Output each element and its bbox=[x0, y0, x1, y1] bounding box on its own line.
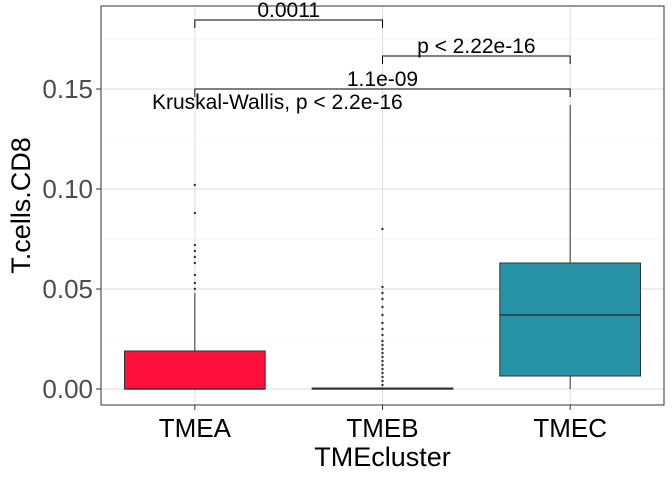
y-tick-label: 0.10 bbox=[42, 174, 93, 204]
outlier-point bbox=[381, 227, 384, 231]
outlier-point bbox=[193, 281, 197, 285]
outlier-point bbox=[381, 339, 384, 343]
outlier-point bbox=[381, 379, 384, 383]
outlier-point bbox=[381, 343, 384, 347]
bracket-label: 1.1e-09 bbox=[347, 68, 418, 91]
bracket-line bbox=[382, 55, 571, 64]
bracket-label: p < 2.22e-16 bbox=[417, 35, 536, 58]
kruskal-wallis-label: Kruskal-Wallis, p < 2.2e-16 bbox=[152, 91, 403, 114]
box-tmec bbox=[499, 105, 642, 389]
outlier-point bbox=[193, 287, 197, 291]
outlier-point bbox=[381, 355, 384, 359]
outlier-point bbox=[193, 183, 197, 187]
outlier-point bbox=[193, 243, 197, 247]
y-axis-ticks: 0.00 0.05 0.10 0.15 bbox=[42, 74, 101, 404]
bracket-label: 0.0011 bbox=[257, 0, 320, 22]
outlier-point bbox=[193, 249, 197, 253]
outlier-point bbox=[193, 261, 197, 265]
outlier-point bbox=[381, 285, 384, 289]
outlier-point bbox=[381, 347, 384, 351]
outlier-point bbox=[381, 333, 384, 337]
outlier-point bbox=[381, 297, 384, 301]
box-body bbox=[499, 262, 642, 377]
y-axis-title: T.cells.CD8 bbox=[6, 137, 36, 274]
x-axis-ticks: TMEA TMEB TMEC bbox=[159, 405, 607, 443]
outlier-point bbox=[381, 351, 384, 355]
y-tick-label: 0.05 bbox=[42, 274, 93, 304]
outlier-point bbox=[381, 363, 384, 367]
outlier-point bbox=[193, 273, 197, 277]
box-tmeb bbox=[311, 227, 454, 390]
x-tick-label: TMEB bbox=[346, 413, 418, 443]
x-axis-title: TMEcluster bbox=[314, 442, 451, 472]
outlier-point bbox=[381, 367, 384, 371]
outlier-point bbox=[193, 211, 197, 215]
bracket-tmea-tmec: 1.1e-09 bbox=[194, 68, 571, 97]
outlier-point bbox=[381, 305, 384, 309]
y-tick-label: 0.00 bbox=[42, 374, 93, 404]
x-tick-label: TMEC bbox=[533, 413, 607, 443]
x-tick-label: TMEA bbox=[159, 413, 232, 443]
outlier-point bbox=[381, 291, 384, 295]
outlier-point bbox=[381, 383, 384, 387]
boxes bbox=[123, 105, 642, 390]
bracket-line bbox=[194, 19, 383, 28]
outlier-point bbox=[381, 313, 384, 317]
bracket-tmeb-tmec: p < 2.22e-16 bbox=[382, 35, 571, 64]
y-tick-label: 0.15 bbox=[42, 74, 93, 104]
outlier-point bbox=[381, 359, 384, 363]
outlier-point bbox=[381, 327, 384, 331]
outlier-point bbox=[381, 371, 384, 375]
outlier-point bbox=[381, 321, 384, 325]
outlier-point bbox=[193, 255, 197, 259]
bracket-line bbox=[194, 88, 571, 97]
bracket-tmea-tmeb: 0.0011 bbox=[194, 0, 383, 28]
box-body bbox=[123, 350, 266, 390]
outlier-point bbox=[381, 375, 384, 379]
box-tmea bbox=[123, 183, 266, 390]
